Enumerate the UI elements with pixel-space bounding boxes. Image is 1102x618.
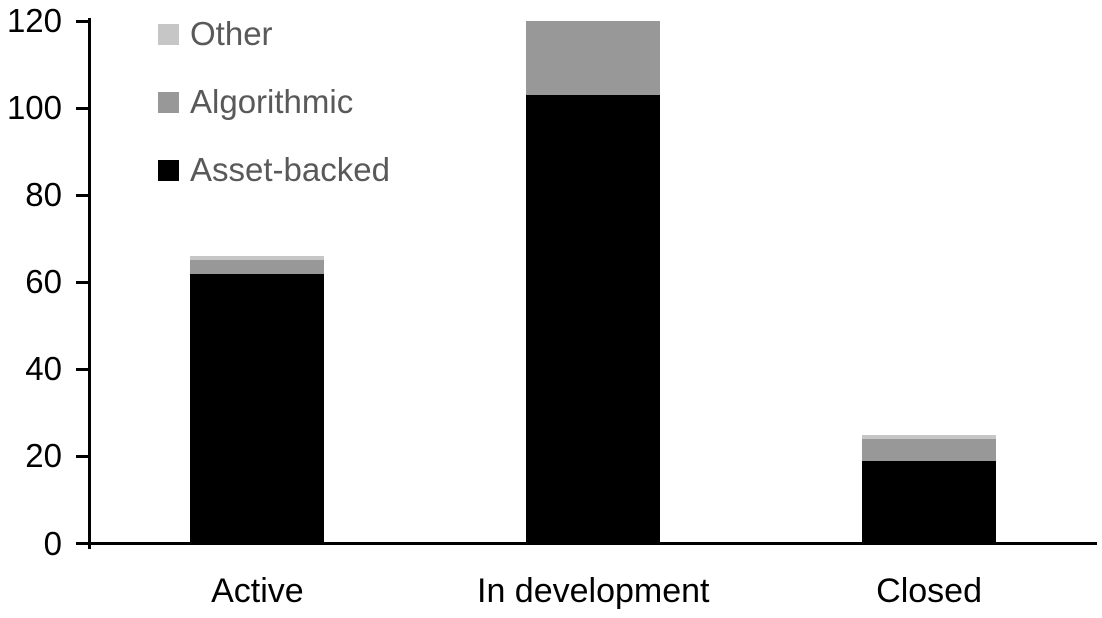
y-tick-label-40: 40	[25, 350, 62, 388]
x-tick-label-in-development: In development	[477, 572, 710, 610]
y-tick-label-60: 60	[25, 263, 62, 301]
bar-segment-algorithmic-active	[190, 260, 325, 274]
y-tick-label-120: 120	[6, 2, 62, 39]
legend-label-other: Other	[190, 15, 273, 52]
y-axis-line	[88, 18, 91, 549]
y-tick-label-100: 100	[6, 89, 62, 127]
y-tick-40	[76, 367, 89, 371]
legend-item-algorithmic: Algorithmic	[158, 85, 390, 119]
y-tick-0	[76, 542, 89, 545]
x-tick-label-closed: Closed	[876, 572, 982, 610]
legend-marker-other-icon	[158, 23, 179, 45]
legend-marker-asset-backed-icon	[158, 159, 179, 181]
x-tick-label-active: Active	[211, 572, 304, 610]
x-axis-line	[88, 542, 1097, 545]
y-tick-20	[76, 454, 89, 458]
y-tick-label-80: 80	[25, 176, 62, 214]
legend-marker-algorithmic-icon	[158, 91, 179, 113]
bar-segment-asset-backed-closed	[862, 460, 997, 544]
y-tick-80	[76, 193, 89, 197]
bar-segment-algorithmic-in-development	[526, 21, 661, 96]
bar-segment-asset-backed-active	[190, 273, 325, 544]
legend-item-asset-backed: Asset-backed	[158, 153, 390, 187]
y-tick-label-20: 20	[25, 437, 62, 475]
bar-segment-algorithmic-closed	[862, 439, 997, 461]
legend-label-asset-backed: Asset-backed	[190, 151, 390, 188]
y-tick-100	[76, 106, 89, 110]
y-tick-120	[76, 19, 89, 23]
legend: Other Algorithmic Asset-backed	[158, 17, 390, 187]
y-tick-60	[76, 280, 89, 284]
bar-segment-other-closed	[862, 434, 997, 439]
legend-label-algorithmic: Algorithmic	[190, 83, 354, 120]
bar-segment-asset-backed-in-development	[526, 95, 661, 544]
y-tick-label-0: 0	[43, 524, 62, 562]
legend-item-other: Other	[158, 17, 390, 51]
bar-segment-other-active	[190, 256, 325, 261]
